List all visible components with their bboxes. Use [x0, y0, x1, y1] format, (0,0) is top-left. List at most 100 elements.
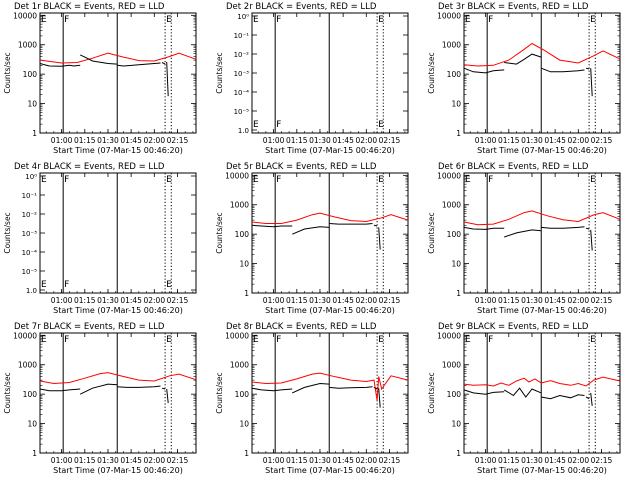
event-marker-label: E — [253, 120, 259, 130]
x-tick-label: 02:15 — [379, 296, 401, 305]
event-rate-line — [291, 382, 330, 394]
x-axis-label: Start Time (07-Mar-15 00:46:20) — [477, 466, 607, 475]
x-tick-label: 01:45 — [332, 456, 354, 465]
plot-frame — [463, 332, 621, 454]
event-rate-line — [585, 227, 590, 230]
x-tick-label: 01:15 — [286, 296, 308, 305]
x-tick-label: 02:15 — [379, 136, 401, 145]
event-rate-line — [373, 386, 378, 390]
y-tick-label: 10⁰ — [25, 173, 37, 181]
plot-frame — [463, 12, 621, 134]
x-tick-label: 02:15 — [379, 456, 401, 465]
x-tick-label: 01:45 — [544, 136, 566, 145]
panel-title: Det 5r BLACK = Events, RED = LLD — [226, 162, 377, 172]
event-marker-label: E — [41, 175, 47, 185]
event-marker-label: F — [64, 15, 69, 25]
y-tick-label: 1 — [456, 449, 461, 458]
lld-rate-line — [463, 210, 621, 226]
event-marker-label: E — [465, 175, 471, 185]
x-tick-label: 01:15 — [498, 456, 520, 465]
x-tick-label: 01:30 — [521, 456, 543, 465]
panel-title: Det 9r BLACK = Events, RED = LLD — [438, 322, 589, 332]
event-rate-line — [329, 223, 373, 225]
x-axis-label: Start Time (07-Mar-15 00:46:20) — [53, 146, 183, 155]
x-tick-label: 01:00 — [475, 296, 497, 305]
event-marker-label: E — [166, 335, 172, 345]
x-axis-label: Start Time (07-Mar-15 00:46:20) — [265, 466, 395, 475]
x-tick-label: 02:00 — [567, 136, 589, 145]
event-marker-label: E — [253, 175, 259, 185]
panel-title: Det 7r BLACK = Events, RED = LLD — [14, 322, 165, 332]
lld-rate-line — [463, 42, 621, 67]
x-axis-label: Start Time (07-Mar-15 00:46:20) — [53, 306, 183, 315]
x-tick-label: 01:00 — [475, 456, 497, 465]
x-tick-label: 01:00 — [263, 296, 285, 305]
y-axis-label: Counts/sec — [3, 52, 12, 93]
y-tick-label: 10⁻³ — [22, 230, 38, 238]
event-rate-line — [541, 226, 585, 229]
event-marker-label: F — [276, 15, 281, 25]
x-tick-label: 01:30 — [97, 456, 119, 465]
event-rate-line — [541, 394, 585, 400]
event-marker-label: E — [590, 175, 596, 185]
y-tick-label: 10000 — [13, 11, 37, 20]
event-rate-line — [378, 227, 381, 250]
event-marker-label: F — [276, 120, 281, 130]
event-rate-line — [590, 229, 593, 251]
event-rate-line — [161, 387, 166, 390]
y-tick-label: 1000 — [18, 41, 37, 50]
y-tick-label: 1000 — [230, 201, 249, 210]
x-tick-label: 02:00 — [143, 296, 165, 305]
y-tick-label: 1000 — [230, 361, 249, 370]
event-marker-label: E — [253, 335, 259, 345]
x-axis-label: Start Time (07-Mar-15 00:46:20) — [265, 306, 395, 315]
event-rate-line — [541, 67, 585, 73]
panel-title: Det 4r BLACK = Events, RED = LLD — [14, 162, 165, 172]
event-rate-line — [463, 67, 505, 74]
y-axis-label: Counts/sec — [215, 52, 224, 93]
y-tick-label: 10⁻¹ — [234, 32, 250, 40]
x-tick-label: 02:15 — [167, 296, 189, 305]
y-tick-label: 100 — [23, 70, 38, 79]
y-tick-label: 10 — [27, 100, 37, 109]
y-tick-label: 100 — [235, 230, 250, 239]
event-rate-line — [166, 61, 169, 97]
y-axis-label: Counts/sec — [427, 212, 436, 253]
event-marker-label: F — [64, 175, 69, 185]
x-tick-label: 01:45 — [544, 456, 566, 465]
y-tick-label: 10⁻² — [234, 51, 250, 59]
event-rate-line — [504, 53, 542, 65]
x-tick-label: 02:15 — [591, 136, 613, 145]
lld-rate-line — [463, 376, 621, 387]
event-rate-line — [590, 392, 593, 406]
event-rate-line — [503, 387, 542, 398]
y-tick-label: 10000 — [225, 171, 249, 180]
x-tick-label: 01:15 — [498, 136, 520, 145]
y-tick-label: 10 — [239, 420, 249, 429]
event-rate-line — [117, 62, 161, 67]
x-tick-label: 02:00 — [355, 456, 377, 465]
x-tick-label: 01:00 — [51, 136, 73, 145]
lld-rate-line — [251, 372, 409, 401]
x-tick-label: 02:00 — [567, 296, 589, 305]
x-tick-label: 01:30 — [309, 456, 331, 465]
event-rate-line — [251, 387, 293, 392]
x-tick-label: 01:00 — [51, 296, 73, 305]
y-tick-label: 10⁻³ — [234, 70, 250, 78]
x-tick-label: 02:15 — [591, 456, 613, 465]
y-tick-label: 10000 — [13, 331, 37, 340]
y-tick-label: 1 — [244, 289, 249, 298]
event-rate-line — [292, 226, 330, 235]
panel-title: Det 8r BLACK = Events, RED = LLD — [226, 322, 377, 332]
event-rate-line — [590, 68, 593, 97]
y-tick-label: 100 — [447, 230, 462, 239]
x-tick-label: 01:30 — [309, 136, 331, 145]
event-marker-label: E — [253, 15, 259, 25]
y-tick-label: 10⁰ — [237, 13, 249, 21]
event-rate-line — [79, 54, 118, 65]
